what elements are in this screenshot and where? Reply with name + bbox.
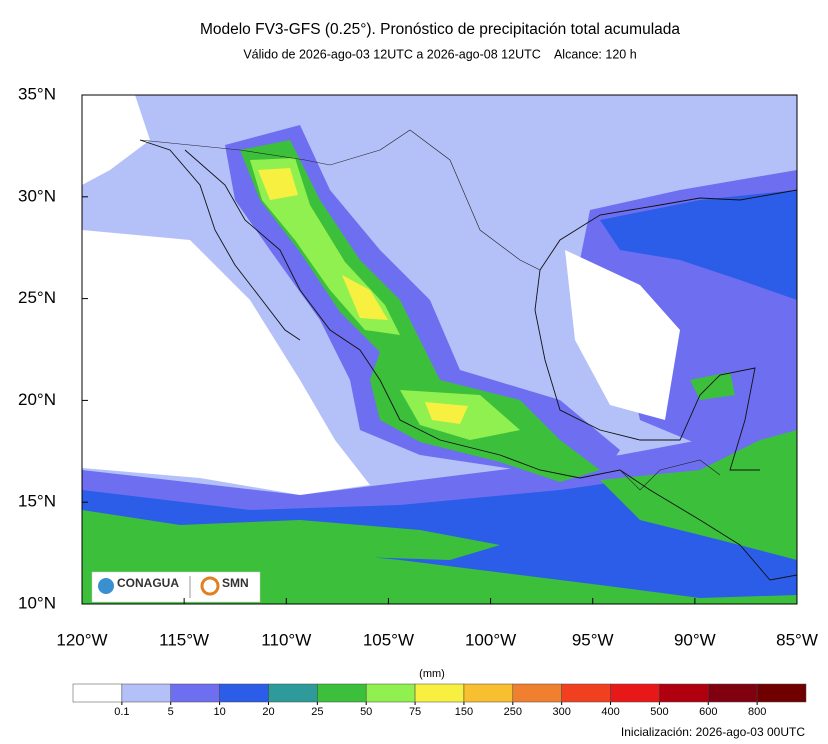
- colorbar-swatch: [463, 683, 514, 703]
- y-tick-label: 10°N: [18, 593, 56, 612]
- colorbar-swatch: [121, 683, 171, 703]
- colorbar-swatch: [170, 683, 220, 703]
- colorbar-label: 0.1: [114, 706, 129, 718]
- colorbar-label: 800: [748, 706, 766, 718]
- logo-box: CONAGUA SMN: [91, 571, 261, 603]
- colorbar-label: 50: [360, 706, 372, 718]
- map-frame: [81, 94, 798, 605]
- colorbar-label: 600: [699, 706, 717, 718]
- precipitation-field: [82, 95, 797, 604]
- colorbar-swatch: [561, 683, 611, 703]
- colorbar-swatch: [659, 683, 709, 703]
- x-tick-label: 85°W: [776, 630, 818, 649]
- x-tick-label: 100°W: [465, 630, 516, 649]
- colorbar-swatch: [72, 683, 123, 703]
- colorbar-swatch: [317, 683, 367, 703]
- colorbar-label: 5: [168, 706, 174, 718]
- logo-text: CONAGUA: [117, 576, 179, 590]
- y-tick-label: 20°N: [18, 390, 56, 409]
- colorbar-label: 20: [262, 706, 274, 718]
- colorbar-label: 400: [601, 706, 619, 718]
- logo-text: SMN: [222, 576, 249, 590]
- colorbar-swatch: [610, 683, 660, 703]
- colorbar-label: 300: [552, 706, 570, 718]
- colorbar-unit: (mm): [419, 668, 445, 680]
- colorbar-label: 75: [409, 706, 421, 718]
- x-tick-label: 120°W: [56, 630, 107, 649]
- colorbar-swatch: [512, 683, 562, 703]
- y-tick-label: 30°N: [18, 186, 56, 205]
- colorbar-label: 500: [650, 706, 668, 718]
- y-tick-label: 15°N: [18, 492, 56, 511]
- x-tick-label: 110°W: [261, 630, 311, 649]
- initialization: Inicialización: 2026-ago-03 00UTC: [621, 725, 805, 739]
- colorbar-label: 150: [455, 706, 473, 718]
- colorbar-swatch: [756, 683, 807, 703]
- x-tick-label: 105°W: [363, 630, 414, 649]
- colorbar-swatch: [365, 683, 416, 703]
- colorbar-label: 250: [504, 706, 522, 718]
- colorbar-swatch: [414, 683, 465, 703]
- colorbar-label: 25: [311, 706, 323, 718]
- colorbar-swatch: [708, 683, 758, 703]
- colorbar-swatch: [219, 683, 269, 703]
- x-tick-label: 115°W: [159, 630, 209, 649]
- subtitle: Válido de 2026-ago-03 12UTC a 2026-ago-0…: [243, 47, 636, 61]
- y-tick-label: 25°N: [18, 288, 56, 307]
- colorbar-label: 10: [213, 706, 225, 718]
- title: Modelo FV3-GFS (0.25°). Pronóstico de pr…: [200, 21, 680, 38]
- x-tick-label: 90°W: [674, 630, 716, 649]
- colorbar-swatch: [268, 683, 318, 703]
- x-tick-label: 95°W: [572, 630, 614, 649]
- y-tick-label: 35°N: [18, 84, 56, 103]
- coastlines: [139, 129, 797, 581]
